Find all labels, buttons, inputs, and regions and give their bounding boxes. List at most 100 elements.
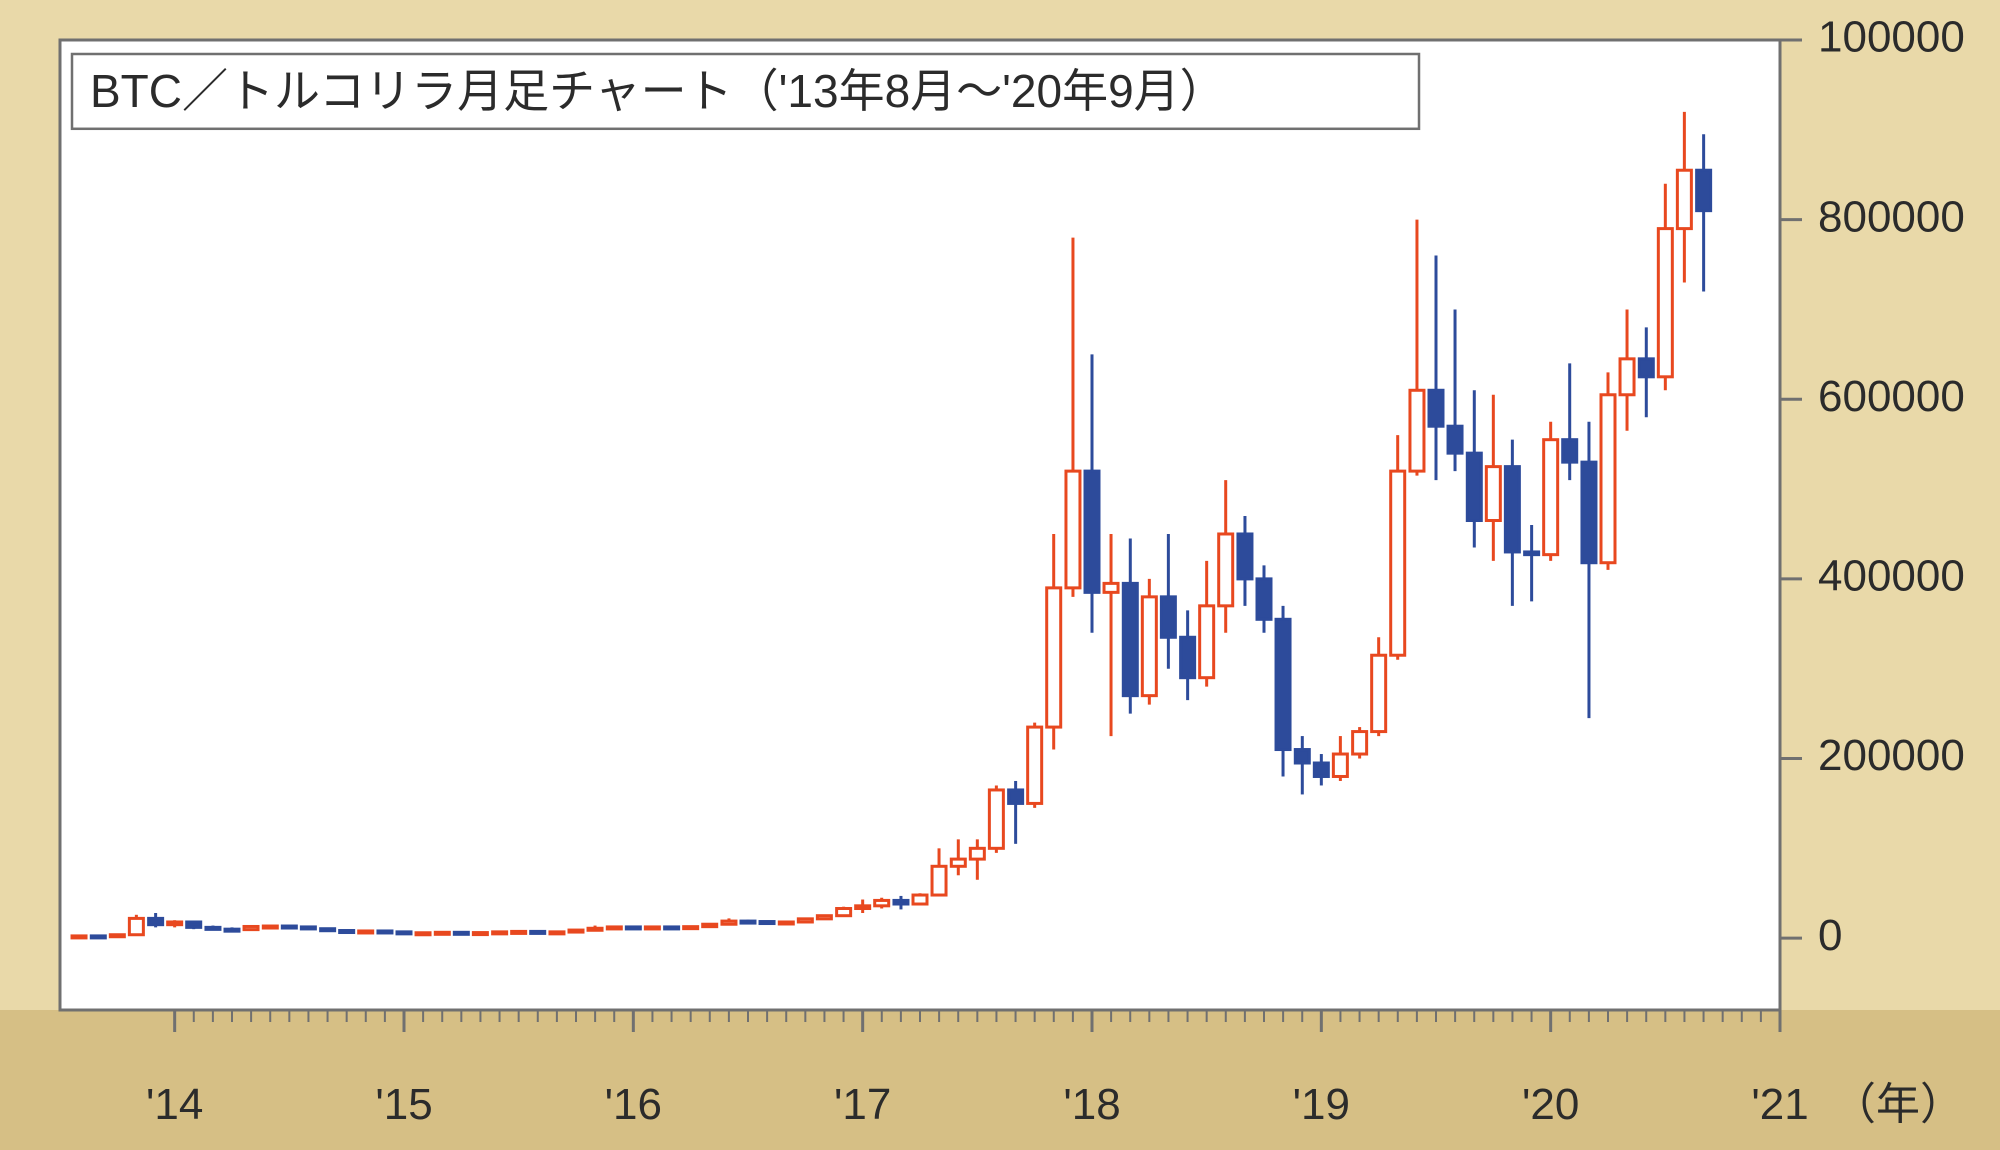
candle-body	[1066, 471, 1080, 588]
candle-body	[1028, 727, 1042, 803]
candle-body	[263, 926, 277, 928]
candle-body	[626, 927, 640, 929]
candle-body	[168, 922, 182, 925]
candle-body	[1047, 588, 1061, 727]
candle-body	[397, 932, 411, 934]
candle-body	[416, 933, 430, 935]
candle-body	[779, 922, 793, 924]
candle-body	[301, 927, 315, 929]
candle-body	[1333, 754, 1347, 776]
candle-body	[512, 931, 526, 933]
candle-body	[856, 906, 870, 909]
candle-body	[1658, 229, 1672, 377]
x-axis-suffix: （年）	[1832, 1080, 1964, 1129]
candle-body	[569, 930, 583, 932]
candle-body	[531, 931, 545, 933]
candle-body	[340, 931, 354, 933]
candle-body	[1181, 637, 1195, 677]
candle-body	[875, 900, 889, 905]
candle-body	[989, 790, 1003, 848]
candle-body	[1009, 790, 1023, 803]
candle-body	[760, 922, 774, 924]
candle-body	[282, 926, 296, 928]
candle-body	[703, 924, 717, 926]
candle-body	[435, 932, 449, 934]
x-tick-label: '20	[1522, 1080, 1579, 1129]
y-tick-label: 200000	[1818, 731, 1965, 780]
candle-body	[817, 916, 831, 919]
candle-body	[1448, 426, 1462, 453]
x-tick-label: '16	[605, 1080, 662, 1129]
candle-body	[1085, 471, 1099, 592]
candle-body	[1314, 763, 1328, 776]
y-tick-label: 0	[1818, 911, 1842, 960]
x-tick-label: '15	[375, 1080, 432, 1129]
candle-body	[1563, 440, 1577, 462]
x-tick-label: '14	[146, 1080, 203, 1129]
candle-body	[607, 927, 621, 929]
candle-body	[970, 848, 984, 859]
candle-body	[588, 928, 602, 930]
candle-body	[741, 921, 755, 923]
candle-body	[359, 931, 373, 933]
chart-title: BTC／トルコリラ月足チャート（'13年8月～'20年9月）	[90, 65, 1226, 117]
candle-body	[1505, 467, 1519, 552]
candle-body	[1601, 395, 1615, 563]
candle-body	[1677, 170, 1691, 228]
y-tick-label: 100000	[1818, 13, 1965, 62]
candle-body	[72, 936, 86, 938]
y-tick-label: 600000	[1818, 372, 1965, 421]
x-tick-label: '21	[1751, 1080, 1808, 1129]
candlestick-chart: 0 200000 400000 600000 800000 100000 '14 '15 '16…	[0, 0, 2000, 1150]
candle-body	[1353, 732, 1367, 754]
y-tick-label: 400000	[1818, 552, 1965, 601]
candle-body	[1697, 170, 1711, 210]
candle-body	[1429, 390, 1443, 426]
candle-body	[1161, 597, 1175, 637]
x-tick-label: '19	[1293, 1080, 1350, 1129]
candle-body	[1142, 597, 1156, 696]
candle-body	[91, 936, 105, 938]
plot-area	[60, 40, 1780, 1010]
candle-body	[1104, 583, 1118, 592]
candle-body	[1486, 467, 1500, 521]
candle-body	[493, 932, 507, 934]
candle-body	[1123, 583, 1137, 695]
candle-body	[206, 927, 220, 929]
candle-body	[932, 866, 946, 895]
candle-body	[225, 929, 239, 931]
candle-body	[1544, 440, 1558, 555]
x-tick-label: '17	[834, 1080, 891, 1129]
candle-body	[1200, 606, 1214, 678]
candle-body	[187, 922, 201, 927]
candle-body	[837, 909, 851, 916]
candle-body	[645, 927, 659, 929]
candle-body	[1219, 534, 1233, 606]
candle-body	[1295, 750, 1309, 763]
candle-body	[1582, 462, 1596, 563]
candle-body	[1391, 471, 1405, 655]
candle-body	[913, 895, 927, 904]
candle-body	[378, 931, 392, 933]
candle-body	[1467, 453, 1481, 520]
candle-body	[1238, 534, 1252, 579]
candle-body	[1525, 552, 1539, 555]
chart-axis-strip	[0, 1010, 2000, 1150]
candle-body	[951, 859, 965, 866]
candle-body	[1410, 390, 1424, 471]
y-tick-label: 800000	[1818, 192, 1965, 241]
candle-body	[110, 935, 124, 937]
candle-body	[129, 918, 143, 934]
candle-body	[684, 927, 698, 929]
candle-body	[550, 932, 564, 934]
candle-body	[454, 932, 468, 934]
candle-body	[473, 933, 487, 935]
candle-body	[894, 900, 908, 904]
candle-body	[1372, 655, 1386, 731]
candle-body	[798, 919, 812, 922]
candle-body	[665, 927, 679, 929]
candle-body	[1620, 359, 1634, 395]
candle-body	[244, 926, 258, 929]
candle-body	[149, 918, 163, 924]
candle-body	[722, 921, 736, 924]
